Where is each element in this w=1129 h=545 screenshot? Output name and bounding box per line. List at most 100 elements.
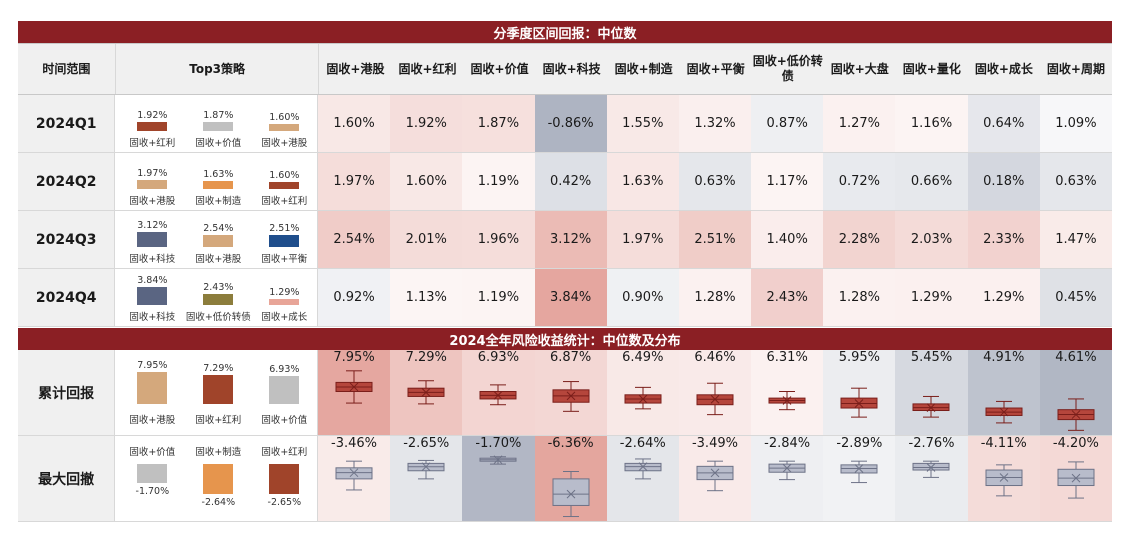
top3-bar <box>137 287 168 305</box>
box-plot <box>912 395 950 418</box>
header-top3: Top3策略 <box>114 44 320 94</box>
top3-cell: 1.97% 固收+港股 1.63% 固收+制造 1.60% 固收+红利 <box>114 153 318 210</box>
box-cell: -1.70% <box>462 436 535 521</box>
header-col-3: 固收+科技 <box>542 61 601 76</box>
mean-marker <box>421 462 431 472</box>
box-median-label: 6.49% <box>622 350 664 365</box>
top3-bar <box>137 179 168 189</box>
value-cell: 1.40% <box>751 211 824 268</box>
box-plot <box>479 455 517 465</box>
top3-name: 固收+港股 <box>195 254 242 265</box>
box-median-label: 6.46% <box>694 350 736 365</box>
box-cell: 6.46% <box>678 350 752 435</box>
top3-value: 6.93% <box>269 364 300 376</box>
quarter-values: 0.92% 1.13% 1.19% 3.84% 0.90% 1.28% 2.43% 1.28%… <box>317 269 1112 326</box>
top3-bar <box>137 232 168 247</box>
value-cell: 1.29% <box>967 269 1040 326</box>
top3-name: 固收+低价转债 <box>185 312 251 323</box>
header-col-4: 固收+制造 <box>614 61 673 76</box>
value-cell: 0.72% <box>823 153 896 210</box>
top3-cell: 1.92% 固收+红利 1.87% 固收+价值 1.60% 固收+港股 <box>114 95 318 152</box>
top3-value: 1.63% <box>203 169 234 181</box>
top3-item: 1.97% 固收+港股 <box>119 153 185 210</box>
quarterly-rows: 2024Q1 1.92% 固收+红利 1.87% 固收+价值 1.60% 固收+港股 1.60… <box>18 95 1112 327</box>
box-iqr <box>1057 468 1095 487</box>
top3-name: 固收+价值 <box>261 415 308 426</box>
mean-marker <box>638 394 648 404</box>
box-median-label: -2.84% <box>764 436 811 451</box>
value-cell: 1.28% <box>678 269 752 326</box>
box-plot <box>407 380 445 405</box>
mean-marker <box>782 396 792 405</box>
top3-value: -2.64% <box>201 496 236 508</box>
box-median-label: 5.45% <box>910 350 953 365</box>
value-cell: 2.28% <box>823 211 896 268</box>
box-plot <box>407 459 445 480</box>
box-median-label: 6.87% <box>549 350 592 365</box>
top3-value: -2.65% <box>267 497 302 509</box>
top3-item: 2.54% 固收+港股 <box>185 211 251 268</box>
top3-item: 1.60% 固收+红利 <box>251 153 317 210</box>
box-iqr <box>552 478 589 506</box>
value-cell: 2.51% <box>678 211 752 268</box>
top3-item: -2.64% 固收+制造 <box>185 436 251 521</box>
mean-marker <box>927 403 936 412</box>
top3-value: 7.95% <box>137 360 168 371</box>
header-col-0: 固收+港股 <box>326 61 385 76</box>
top3-item: 7.29% 固收+红利 <box>185 350 251 435</box>
mean-marker <box>493 455 503 465</box>
top3-bar <box>269 298 300 305</box>
top3-value: 1.60% <box>269 111 300 123</box>
mean-marker <box>349 468 359 478</box>
top3-name: 固收+平衡 <box>261 254 308 265</box>
box-median-label: 4.91% <box>983 350 1025 365</box>
top3-name: 固收+港股 <box>129 196 176 207</box>
top3-name: 固收+成长 <box>261 312 308 323</box>
box-median-label: -4.11% <box>980 436 1027 451</box>
header-col-5: 固收+平衡 <box>686 61 745 76</box>
quarter-values: 1.60% 1.92% 1.87% -0.86% 1.55% 1.32% 0.87% 1.27… <box>317 95 1112 152</box>
value-cell: 1.60% <box>390 153 463 210</box>
box-cell: -3.46% <box>317 436 391 521</box>
quarter-values: 1.97% 1.60% 1.19% 0.42% 1.63% 0.63% 1.17% 0.72%… <box>317 153 1112 210</box>
box-cell: 4.61% <box>1039 350 1112 435</box>
value-cell: 0.90% <box>606 269 679 326</box>
top3-bar <box>203 293 234 305</box>
value-cell: 1.13% <box>390 269 463 326</box>
top3-bar <box>203 181 234 189</box>
box-median-label: -2.64% <box>619 436 666 451</box>
top3-name: 固收+港股 <box>261 138 308 149</box>
box-cell: -2.89% <box>823 436 896 521</box>
quarter-label: 2024Q4 <box>18 269 115 326</box>
annual-values: 7.95% 7.29% 6.93% 6.87% 6.49% 6.46% 6.31% 5.95%… <box>317 350 1112 435</box>
box-plot <box>768 460 806 481</box>
header-col-1: 固收+红利 <box>398 61 457 76</box>
box-cell: 4.91% <box>967 350 1040 435</box>
header-col-10: 固收+周期 <box>1046 61 1105 76</box>
header-col-9: 固收+成长 <box>974 61 1033 76</box>
box-cell: 6.49% <box>606 350 679 435</box>
top3-item: 2.51% 固收+平衡 <box>251 211 317 268</box>
value-cell: 1.60% <box>317 95 391 152</box>
value-cell: 1.29% <box>895 269 968 326</box>
box-cell: 5.95% <box>823 350 896 435</box>
mean-marker <box>710 394 720 404</box>
top3-name: 固收+制造 <box>195 196 242 207</box>
annual-row: 最大回撤 -1.70% 固收+价值 -2.64% 固收+制造 -2.65% 固收+红利 -3.… <box>18 436 1112 522</box>
value-cell: 0.92% <box>317 269 391 326</box>
top3-bar <box>269 181 300 189</box>
value-cell: 1.47% <box>1039 211 1112 268</box>
annual-row: 累计回报 7.95% 固收+港股 7.29% 固收+红利 6.93% 固收+价值 7.95% 7… <box>18 350 1112 436</box>
mean-marker <box>999 407 1008 417</box>
box-plot <box>840 387 878 418</box>
annual-values: -3.46% -2.65% -1.70% -6.36% -2.64% -3.49% -2.8… <box>317 436 1112 521</box>
box-plot <box>768 390 806 411</box>
top3-name: 固收+科技 <box>129 312 176 323</box>
top3-cell: 3.84% 固收+科技 2.43% 固收+低价转债 1.29% 固收+成长 <box>114 269 318 326</box>
value-cell: 1.97% <box>317 153 391 210</box>
value-cell: 2.03% <box>895 211 968 268</box>
value-cell: 0.63% <box>1039 153 1112 210</box>
value-cell: 1.55% <box>606 95 679 152</box>
value-cell: 1.16% <box>895 95 968 152</box>
box-median-label: 7.95% <box>333 350 375 365</box>
